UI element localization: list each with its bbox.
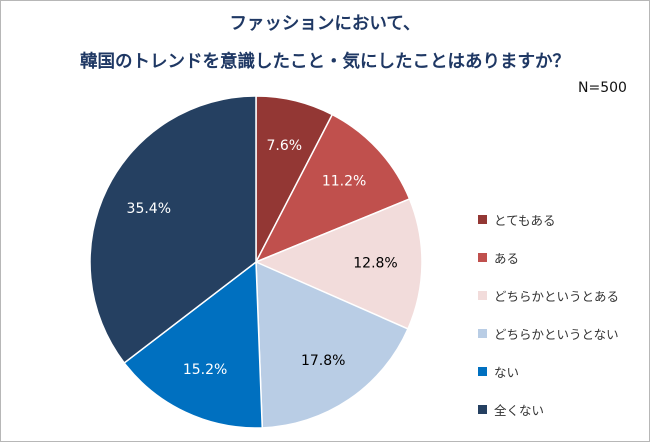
legend-swatch <box>478 290 487 300</box>
legend: とてもあるあるどちらかというとある どちらかというとない ない全くない <box>478 200 619 428</box>
legend-item: ある <box>478 238 619 276</box>
legend-swatch <box>478 214 487 224</box>
legend-swatch <box>478 252 487 262</box>
slice-data-label: 7.6% <box>267 138 303 154</box>
legend-label: どちらかというとない <box>494 326 619 342</box>
slice-data-label: 35.4% <box>127 201 171 217</box>
legend-item: とてもある <box>478 200 619 238</box>
pie-slice <box>123 260 264 429</box>
pie-slice <box>255 260 409 429</box>
chart-title-line1: ファッションにおいて、 <box>229 14 421 34</box>
legend-swatch <box>478 404 487 414</box>
legend-label: ない <box>494 364 520 380</box>
slice-data-label: 15.2% <box>183 362 227 378</box>
slice-data-label: 11.2% <box>322 173 366 189</box>
legend-swatch <box>478 328 487 338</box>
legend-swatch <box>478 366 487 376</box>
legend-item: どちらかというとある <box>478 276 619 314</box>
legend-item: ない <box>478 352 619 390</box>
legend-label: ある <box>494 250 520 266</box>
pie-slice <box>89 95 257 364</box>
pie-slice <box>254 113 411 264</box>
slice-data-label: 17.8% <box>301 353 345 369</box>
slice-data-label: 12.8% <box>353 256 397 272</box>
sample-size-note: N=500 <box>578 80 627 96</box>
legend-label: とてもある <box>494 212 556 228</box>
chart-title-line2: 韓国のトレンドを意識したこと・気にしたことはありますか？ <box>80 52 570 72</box>
legend-label: 全くない <box>494 402 545 418</box>
legend-item: どちらかというとない <box>478 314 619 352</box>
legend-label: どちらかというとある <box>494 288 620 304</box>
legend-item: 全くない <box>478 390 619 428</box>
pie-slice <box>254 197 423 330</box>
